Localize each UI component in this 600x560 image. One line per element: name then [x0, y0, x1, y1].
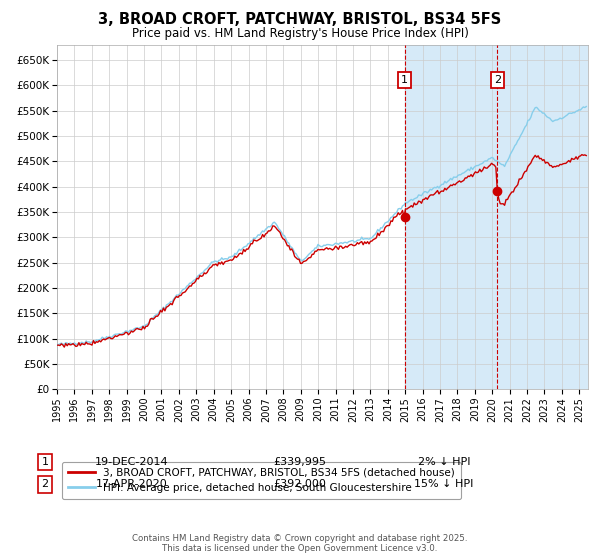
- Text: 1: 1: [401, 75, 408, 85]
- Text: Price paid vs. HM Land Registry's House Price Index (HPI): Price paid vs. HM Land Registry's House …: [131, 27, 469, 40]
- Legend: 3, BROAD CROFT, PATCHWAY, BRISTOL, BS34 5FS (detached house), HPI: Average price: 3, BROAD CROFT, PATCHWAY, BRISTOL, BS34 …: [62, 461, 461, 500]
- Text: 1: 1: [41, 457, 49, 467]
- Text: 17-APR-2020: 17-APR-2020: [96, 479, 168, 489]
- Text: 2% ↓ HPI: 2% ↓ HPI: [418, 457, 470, 467]
- Bar: [404, 45, 588, 389]
- Text: 2: 2: [41, 479, 49, 489]
- Text: 3, BROAD CROFT, PATCHWAY, BRISTOL, BS34 5FS: 3, BROAD CROFT, PATCHWAY, BRISTOL, BS34 …: [98, 12, 502, 27]
- Text: 19-DEC-2014: 19-DEC-2014: [95, 457, 169, 467]
- Text: 15% ↓ HPI: 15% ↓ HPI: [415, 479, 473, 489]
- Text: £339,995: £339,995: [274, 457, 326, 467]
- Text: 2: 2: [494, 75, 501, 85]
- Text: £392,000: £392,000: [274, 479, 326, 489]
- Text: Contains HM Land Registry data © Crown copyright and database right 2025.
This d: Contains HM Land Registry data © Crown c…: [132, 534, 468, 553]
